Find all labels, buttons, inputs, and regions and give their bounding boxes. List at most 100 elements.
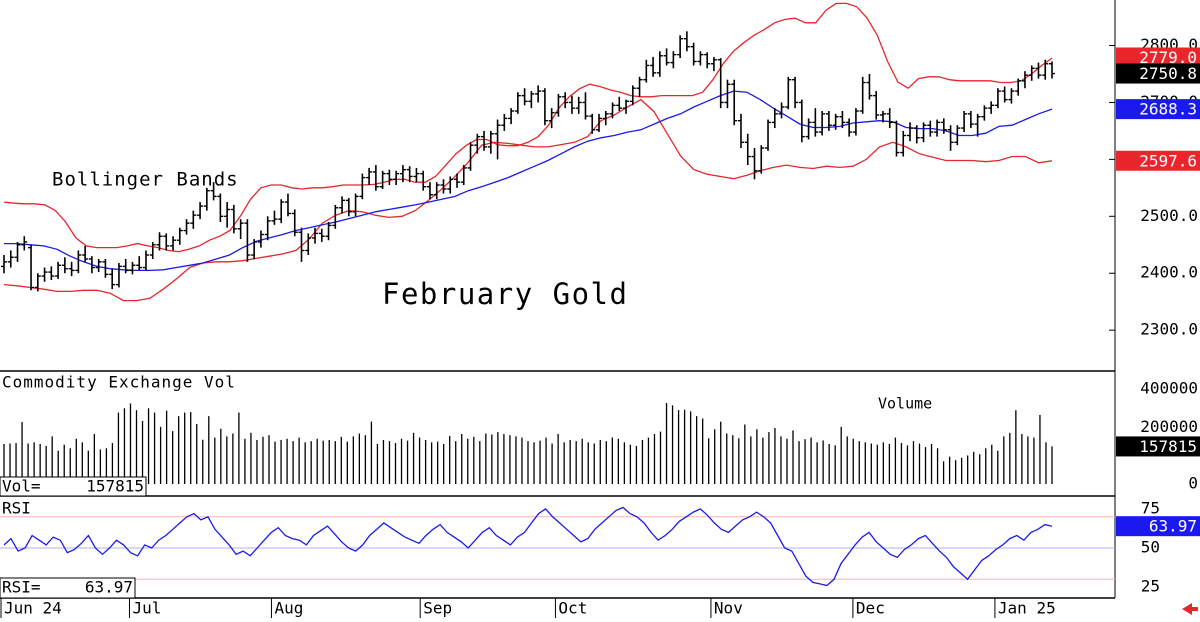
month-label: Jul (132, 599, 161, 618)
month-label: Oct (558, 599, 587, 618)
price-bar (156, 232, 163, 251)
price-bar (521, 88, 528, 106)
price-bar (535, 85, 542, 103)
price-bar (420, 170, 427, 191)
price-bar (731, 79, 738, 126)
rsi-line (3, 506, 1053, 587)
price-bar (176, 227, 183, 245)
volume-readout-value: 157815 (86, 477, 144, 496)
bollinger-bands-label: Bollinger Bands (52, 169, 239, 191)
price-bar (41, 267, 48, 282)
price-bar (298, 227, 305, 262)
price-bar (136, 256, 143, 271)
price-bar (771, 108, 778, 129)
price-bar (291, 209, 298, 237)
price-bar (88, 256, 95, 274)
price-bar (413, 167, 420, 183)
price-bar (1001, 86, 1008, 103)
price-bar (305, 233, 312, 256)
volume-pane-title: Commodity Exchange Vol (2, 373, 236, 392)
price-bar (623, 99, 630, 114)
price-bar (203, 187, 210, 211)
price-bar (190, 210, 197, 229)
price-bar (744, 133, 751, 166)
price-bar (244, 219, 251, 262)
price-bar (142, 250, 149, 271)
price-bar (792, 76, 799, 109)
price-bar (758, 145, 765, 174)
price-bar (541, 88, 548, 126)
price-bar (629, 85, 636, 106)
price-bar (920, 122, 927, 143)
price-bar (487, 130, 494, 154)
price-bar (1042, 59, 1049, 80)
volume-readout-label: Vol= (2, 477, 41, 496)
price-bar (75, 250, 82, 274)
volume-y-tick-label: 0 (1188, 474, 1198, 493)
price-bar (474, 133, 481, 154)
price-bar (426, 182, 433, 200)
bollinger-upper-line (3, 2, 1053, 253)
price-bar (1035, 62, 1042, 79)
price-tag-box (1116, 150, 1200, 171)
month-label: Dec (856, 599, 885, 618)
price-bar (873, 91, 880, 120)
scroll-left-arrow-icon (1182, 603, 1192, 615)
price-bar (636, 76, 643, 97)
price-bar (852, 108, 859, 136)
price-y-tick-label: 2500.0 (1140, 206, 1198, 225)
price-bar (183, 219, 190, 235)
price-bar (994, 88, 1001, 109)
scroll-left-arrow-stem (1191, 607, 1198, 611)
price-bar (737, 113, 744, 148)
price-bar (447, 176, 454, 194)
price-bar (907, 122, 914, 142)
price-bar (210, 182, 217, 201)
volume-series-label: Volume (878, 395, 932, 413)
price-bar (643, 59, 650, 83)
price-bar (163, 233, 170, 251)
price-bar (616, 96, 623, 111)
price-bar (170, 236, 177, 251)
price-bar (1028, 65, 1035, 81)
price-bar (514, 92, 521, 114)
price-bar (82, 245, 89, 262)
price-bar (224, 202, 231, 228)
price-bar (704, 52, 711, 69)
price-bar (359, 173, 366, 200)
price-bar (271, 210, 278, 225)
price-bar (961, 111, 968, 133)
price-y-tick-label: 2400.0 (1140, 263, 1198, 282)
price-bar (14, 241, 21, 262)
price-bar (454, 173, 461, 188)
price-bar (859, 76, 866, 114)
price-bar (386, 169, 393, 185)
price-bar (217, 193, 224, 222)
price-bar (7, 250, 14, 268)
price-tag-label: 2779.0 (1139, 48, 1197, 67)
price-bar (602, 111, 609, 126)
price-bar (724, 79, 731, 109)
month-label: Jan 25 (998, 599, 1056, 618)
price-bar (825, 111, 832, 131)
price-bar (95, 259, 102, 273)
price-bar (345, 198, 352, 217)
price-bar (481, 130, 488, 151)
price-bar (650, 56, 657, 77)
chart-title: February Gold (382, 277, 628, 311)
rsi-last-value-label: 63.97 (1149, 517, 1197, 536)
price-bar (595, 113, 602, 133)
price-tag-box (1116, 47, 1200, 68)
price-bar (900, 130, 907, 157)
price-bar (508, 108, 515, 125)
rsi-last-value-box (1116, 516, 1200, 537)
price-bar (21, 236, 28, 251)
price-bar (284, 193, 291, 217)
price-bar (115, 262, 122, 288)
price-bar (332, 204, 339, 229)
price-bar (677, 35, 684, 59)
price-tag-label: 2688.3 (1139, 100, 1197, 119)
price-bar (61, 257, 68, 274)
